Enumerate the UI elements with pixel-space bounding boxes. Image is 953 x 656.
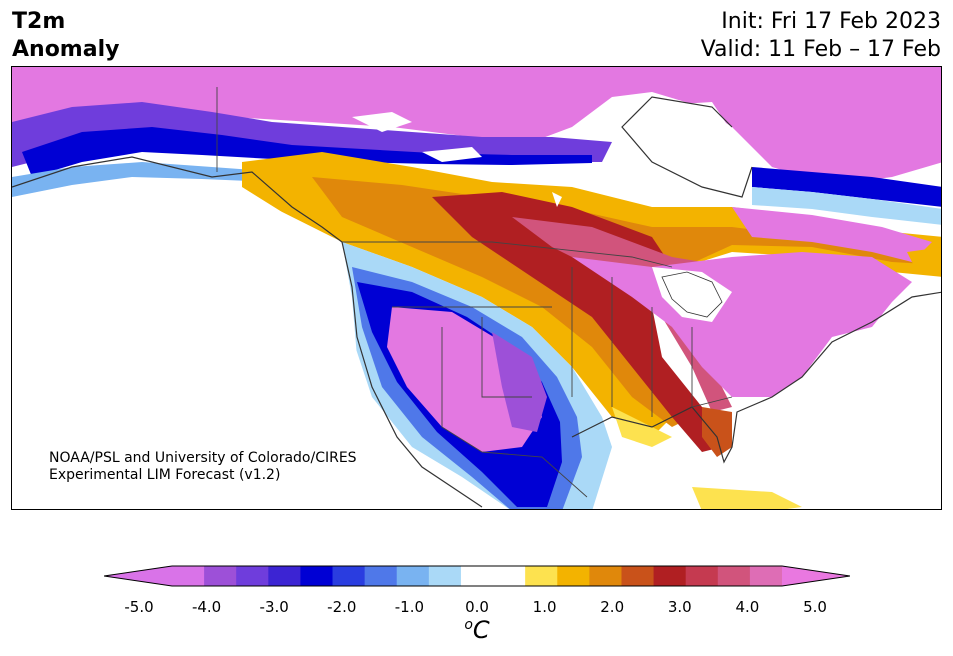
colorbar-cell: [653, 566, 687, 586]
colorbar-cell: [172, 566, 205, 586]
colorbar-tick-label: -1.0: [394, 598, 425, 616]
western-violet-pocket: [492, 332, 547, 432]
colorbar-tick-label: 0.0: [465, 598, 489, 616]
arctic-islands-white: [352, 112, 562, 207]
anomaly-map-graphic: [12, 67, 941, 509]
colorbar-tick-label: 3.0: [667, 598, 692, 616]
colorbar-cell: [621, 566, 655, 586]
colorbar-cells: [172, 566, 783, 586]
colorbar-tick-label: 1.0: [532, 598, 557, 616]
colorbar-tick-label: -3.0: [259, 598, 289, 616]
colorbar-tick-label: -2.0: [327, 598, 357, 616]
colorbar-tick-label: -5.0: [124, 598, 154, 616]
colorbar-unit: oC: [464, 616, 489, 644]
canada-east-warm: [732, 207, 932, 262]
colorbar-cell: [460, 566, 494, 586]
colorbar-high-extend: [782, 566, 850, 586]
gulf-yellow: [612, 407, 672, 447]
newfoundland-warm: [907, 247, 941, 277]
colorbar-tick-label: -4.0: [191, 598, 222, 616]
colorbar-cell: [557, 566, 590, 586]
colorbar-tick-label: 2.0: [600, 598, 625, 616]
colorbar-cell: [364, 566, 398, 586]
lakes-outline: [661, 271, 723, 318]
colorbar-tick-label: 5.0: [803, 598, 827, 616]
colorbar-outline: [104, 565, 850, 587]
colorbar-cell: [300, 566, 334, 586]
colorbar-tick-label: 4.0: [735, 598, 760, 616]
colorbar-low-extend: [104, 566, 172, 586]
northeast-cold-band: [752, 167, 941, 207]
colorbar-cell: [685, 566, 719, 586]
colorbar-cell: [525, 566, 558, 586]
init-date: Init: Fri 17 Feb 2023: [721, 9, 941, 34]
colorbar-cell: [493, 566, 526, 586]
unit-letter: C: [472, 616, 490, 644]
hudson-bay: [622, 102, 742, 197]
arctic-warm-region: [12, 67, 941, 185]
credit-text: NOAA/PSL and University of Colorado/CIRE…: [49, 450, 357, 484]
anomaly-map: [11, 66, 942, 510]
credit-line1: NOAA/PSL and University of Colorado/CIRE…: [49, 450, 357, 466]
valid-date: Valid: 11 Feb – 17 Feb: [700, 37, 941, 62]
colorbar-cell: [204, 566, 237, 586]
credit-line2: Experimental LIM Forecast (v1.2): [49, 467, 281, 483]
unit-degree: o: [464, 617, 473, 633]
colorbar-cell: [332, 566, 366, 586]
pacific-ocean-white: [12, 192, 431, 509]
map-title-line1: T2m: [12, 9, 66, 34]
forecast-dates: Init: Fri 17 Feb 2023 Valid: 11 Feb – 17…: [701, 8, 941, 64]
colorbar-cell: [717, 566, 751, 586]
map-title-line2: Anomaly: [12, 37, 120, 62]
colorbar-cell: [268, 566, 301, 586]
colorbar-cell: [428, 566, 462, 586]
atlantic-ocean-white: [772, 297, 941, 509]
colorbar: [104, 565, 850, 587]
map-title: T2m Anomaly: [12, 8, 119, 64]
country-borders: [216, 87, 733, 498]
caribbean-warm: [692, 487, 802, 509]
florida-warm: [702, 407, 732, 457]
colorbar-cell: [236, 566, 269, 586]
colorbar-cell: [749, 566, 783, 586]
colorbar-cell: [396, 566, 430, 586]
alaska-deep-cold: [22, 127, 592, 177]
northeast-light-cold: [752, 187, 941, 225]
western-warm-pocket: [387, 307, 542, 452]
eastern-warm-region: [572, 252, 912, 397]
colorbar-cell: [589, 566, 622, 586]
